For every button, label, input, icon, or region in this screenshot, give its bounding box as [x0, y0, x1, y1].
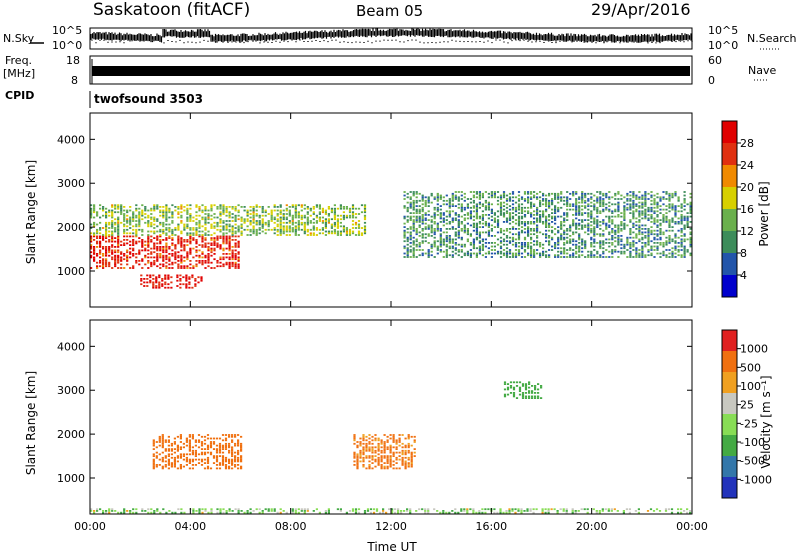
power-heatmap-layer	[90, 191, 692, 289]
velocity-colorbar-swatch-4	[722, 393, 737, 414]
velocity-colorbar-label-2: 500	[740, 361, 761, 374]
xtick-label-5: 16:00	[475, 520, 507, 533]
power-colorbar-label-6: 8	[740, 247, 747, 260]
power-echo-band-3	[403, 191, 692, 258]
power-echo-band-1	[90, 235, 240, 269]
noise-sky-label: N.Sky	[3, 32, 35, 45]
freq-left-tick-bottom: 8	[71, 74, 78, 87]
velocity-colorbar-frame	[721, 329, 738, 499]
velocity-colorbar-swatch-1	[722, 330, 737, 351]
nave-tick-bottom: 0	[708, 74, 715, 87]
velocity-echo-band-3	[503, 381, 543, 399]
beam-title: Beam 05	[356, 2, 424, 20]
power-colorbar-swatch-4	[722, 187, 737, 209]
xtick-label-4: 12:00	[375, 520, 407, 533]
nave-tick-top: 60	[708, 54, 722, 67]
velocity-colorbar-swatch-2	[722, 351, 737, 372]
velocity-colorbar-swatch-8	[722, 477, 737, 498]
velocity-colorbar-label-1: 1000	[740, 343, 768, 356]
date-title: 29/Apr/2016	[591, 0, 691, 19]
power-echo-band-2	[90, 204, 367, 236]
velocity-panel-frame	[89, 319, 693, 515]
velocity-echo-band-1	[152, 434, 243, 470]
noise-search-label: N.Search	[747, 32, 797, 45]
velocity-ytick-label-3: 3000	[57, 384, 85, 397]
velocity-heatmap-layer	[90, 381, 692, 514]
nave-label: Nave	[748, 64, 777, 77]
velocity-echo-band-2	[353, 434, 416, 470]
noise-sky-trace	[90, 28, 692, 43]
power-colorbar-swatch-7	[722, 253, 737, 275]
velocity-colorbar-label-4: 25	[740, 399, 754, 412]
noise-left-tick-bottom: 10^0	[52, 39, 83, 52]
velocity-ytick-label-1: 1000	[57, 472, 85, 485]
velocity-colorbar-swatch-7	[722, 456, 737, 477]
power-colorbar-label-4: 16	[740, 203, 754, 216]
xtick-label-3: 08:00	[275, 520, 307, 533]
cpid-label: CPID	[5, 89, 35, 102]
xtick-label-7: 00:00	[676, 520, 708, 533]
power-colorbar-label-1: 28	[740, 137, 754, 150]
power-colorbar-label-3: 20	[740, 181, 754, 194]
noise-search-trace	[91, 39, 693, 44]
velocity-colorbar-label-3: 100	[740, 380, 761, 393]
xtick-label-2: 04:00	[174, 520, 206, 533]
freq-label-line2: [MHz]	[3, 67, 36, 80]
velocity-colorbar-label-7: -500	[740, 455, 765, 468]
power-colorbar-swatch-2	[722, 143, 737, 165]
power-ytick-label-1: 1000	[57, 265, 85, 278]
power-echo-band-4	[140, 274, 203, 289]
velocity-colorbar-swatch-3	[722, 372, 737, 393]
cpid-value: twofsound 3503	[94, 92, 203, 106]
power-ytick-label-4: 4000	[57, 133, 85, 146]
power-colorbar-swatch-8	[722, 275, 737, 297]
velocity-ytick-label-2: 2000	[57, 428, 85, 441]
freq-label-line1: Freq.	[5, 54, 33, 67]
velocity-ytick-label-4: 4000	[57, 340, 85, 353]
freq-trace	[92, 66, 690, 76]
noise-panel-frame	[89, 27, 693, 50]
velocity-colorbar-label-6: -100	[740, 436, 765, 449]
power-colorbar-label-5: 12	[740, 225, 754, 238]
freq-left-tick-top: 18	[66, 54, 80, 67]
power-colorbar-swatch-1	[722, 121, 737, 143]
xtick-label-6: 20:00	[576, 520, 608, 533]
power-ytick-label-2: 2000	[57, 221, 85, 234]
xtick-label-1: 00:00	[74, 520, 106, 533]
velocity-colorbar-label-8: -1000	[740, 473, 772, 486]
noise-left-tick-top: 10^5	[52, 24, 83, 37]
velocity-colorbar-swatch-6	[722, 435, 737, 456]
power-echo-cells	[90, 191, 692, 289]
x-axis-label: Time UT	[367, 540, 417, 554]
noise-right-tick-top: 10^5	[708, 24, 739, 37]
velocity-echo-cells	[90, 381, 692, 514]
velocity-colorbar-label-5: -25	[740, 417, 758, 430]
power-colorbar-swatch-5	[722, 209, 737, 231]
power-colorbar-label-2: 24	[740, 159, 754, 172]
freq-panel-frame	[89, 55, 693, 85]
power-panel-frame	[89, 112, 693, 308]
power-colorbar-label-7: 4	[740, 269, 747, 282]
station-title: Saskatoon (fitACF)	[93, 0, 251, 20]
power-colorbar-swatch-6	[722, 231, 737, 253]
power-ytick-label-3: 3000	[57, 177, 85, 190]
noise-right-tick-bottom: 10^0	[708, 39, 739, 52]
velocity-colorbar-swatch-5	[722, 414, 737, 435]
power-colorbar-swatch-3	[722, 165, 737, 187]
